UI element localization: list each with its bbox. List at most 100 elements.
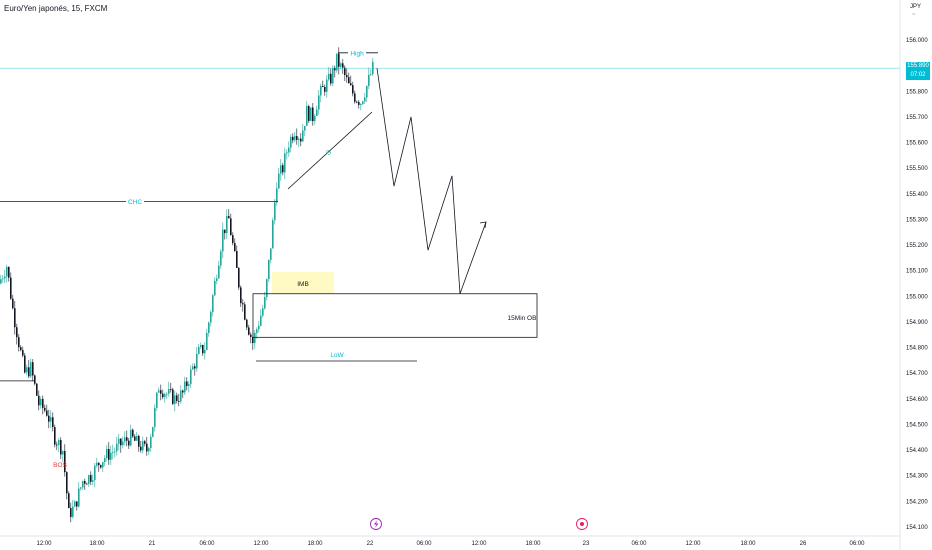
candle-body	[40, 398, 42, 406]
candle-body	[84, 481, 86, 484]
candle-body	[336, 53, 338, 71]
candle-body	[50, 417, 52, 422]
candle-body	[68, 493, 70, 509]
candle-body	[18, 337, 20, 348]
candle-body	[30, 362, 32, 377]
candle-body	[302, 130, 304, 142]
candle-body	[324, 87, 326, 92]
candle-body	[142, 441, 144, 451]
support-trendline	[287, 111, 373, 190]
candle-body	[246, 319, 248, 328]
candle-body	[112, 452, 114, 453]
x-tick-label: 26	[800, 541, 807, 547]
candle-body	[118, 438, 120, 444]
candle-body	[144, 441, 146, 444]
candle-body	[174, 395, 176, 404]
candle-body	[88, 475, 90, 484]
x-tick-label: 06:00	[849, 541, 865, 547]
candle-body	[82, 481, 84, 488]
candle-body	[328, 73, 330, 80]
candle-body	[214, 281, 216, 296]
candle-body	[352, 85, 354, 94]
candle-body	[90, 475, 92, 482]
candle-body	[16, 327, 18, 338]
candle-body	[94, 465, 96, 481]
candle-body	[12, 298, 14, 309]
candle-body	[6, 266, 8, 277]
x-tick-label: 12:00	[253, 541, 269, 547]
y-tick-label: 155.200	[906, 243, 928, 249]
candle-body	[278, 173, 280, 189]
candle-body	[196, 353, 198, 369]
candle-body	[22, 350, 24, 356]
candle-body	[56, 444, 58, 446]
candle-body	[220, 251, 222, 266]
candle-body	[260, 315, 262, 326]
candle-body	[140, 446, 142, 451]
candle-body	[166, 393, 168, 395]
x-tick-label: 06:00	[416, 541, 432, 547]
candle-body	[176, 395, 178, 402]
candle-body	[164, 394, 166, 398]
candle-body	[226, 216, 228, 234]
candle-body	[216, 278, 218, 282]
candle-body	[138, 435, 140, 447]
candle-body	[242, 303, 244, 305]
candle-body	[146, 443, 148, 452]
candle-body	[198, 347, 200, 354]
y-tick-label: 154.200	[906, 499, 928, 505]
candle-body	[364, 97, 366, 102]
candle-body	[274, 202, 276, 221]
candle-body	[74, 501, 76, 507]
candle-body	[130, 429, 132, 446]
candle-body	[46, 410, 48, 416]
candle-body	[218, 265, 220, 279]
economic-event-dot-icon	[580, 522, 584, 526]
y-tick-label: 154.800	[906, 346, 928, 352]
x-tick-label: 18:00	[307, 541, 323, 547]
candle-body	[98, 462, 100, 466]
candle-body	[252, 336, 254, 344]
x-tick-label: 06:00	[631, 541, 647, 547]
order-block-box	[252, 293, 538, 338]
candle-body	[258, 325, 260, 330]
candle-body	[116, 443, 118, 452]
candle-body	[362, 101, 364, 104]
candle-body	[236, 250, 238, 268]
y-tick-label: 154.600	[906, 397, 928, 403]
candle-body	[314, 115, 316, 122]
candle-body	[298, 138, 300, 140]
candle-body	[152, 427, 154, 437]
candle-body	[4, 276, 6, 279]
current-price-value: 155.890	[907, 63, 929, 69]
candle-body	[106, 448, 108, 459]
candle-body	[272, 220, 274, 249]
current-price-tag: 155.890 07:02	[906, 62, 930, 80]
candle-body	[60, 440, 62, 455]
candle-body	[180, 390, 182, 402]
y-tick-label: 154.400	[906, 448, 928, 454]
y-tick-label: 155.100	[906, 269, 928, 275]
candle-body	[332, 67, 334, 84]
candle-body	[296, 136, 298, 140]
candle-body	[178, 401, 180, 402]
candle-body	[154, 407, 156, 428]
candle-body	[320, 86, 322, 96]
candle-body	[184, 381, 186, 393]
candle-body	[290, 136, 292, 148]
x-tick-label: 12:00	[471, 541, 487, 547]
candle-body	[318, 95, 320, 110]
candle-body	[160, 390, 162, 394]
candle-body	[264, 297, 266, 309]
candle-body	[182, 390, 184, 393]
x-tick-label: 12:00	[685, 541, 701, 547]
candle-body	[228, 216, 230, 219]
order-block-label: 15Min OB	[508, 315, 537, 322]
candle-body	[42, 398, 44, 408]
candle-body	[100, 465, 102, 468]
candle-body	[38, 395, 40, 406]
candle-body	[72, 506, 74, 517]
candle-body	[284, 153, 286, 173]
candle-body	[206, 333, 208, 350]
